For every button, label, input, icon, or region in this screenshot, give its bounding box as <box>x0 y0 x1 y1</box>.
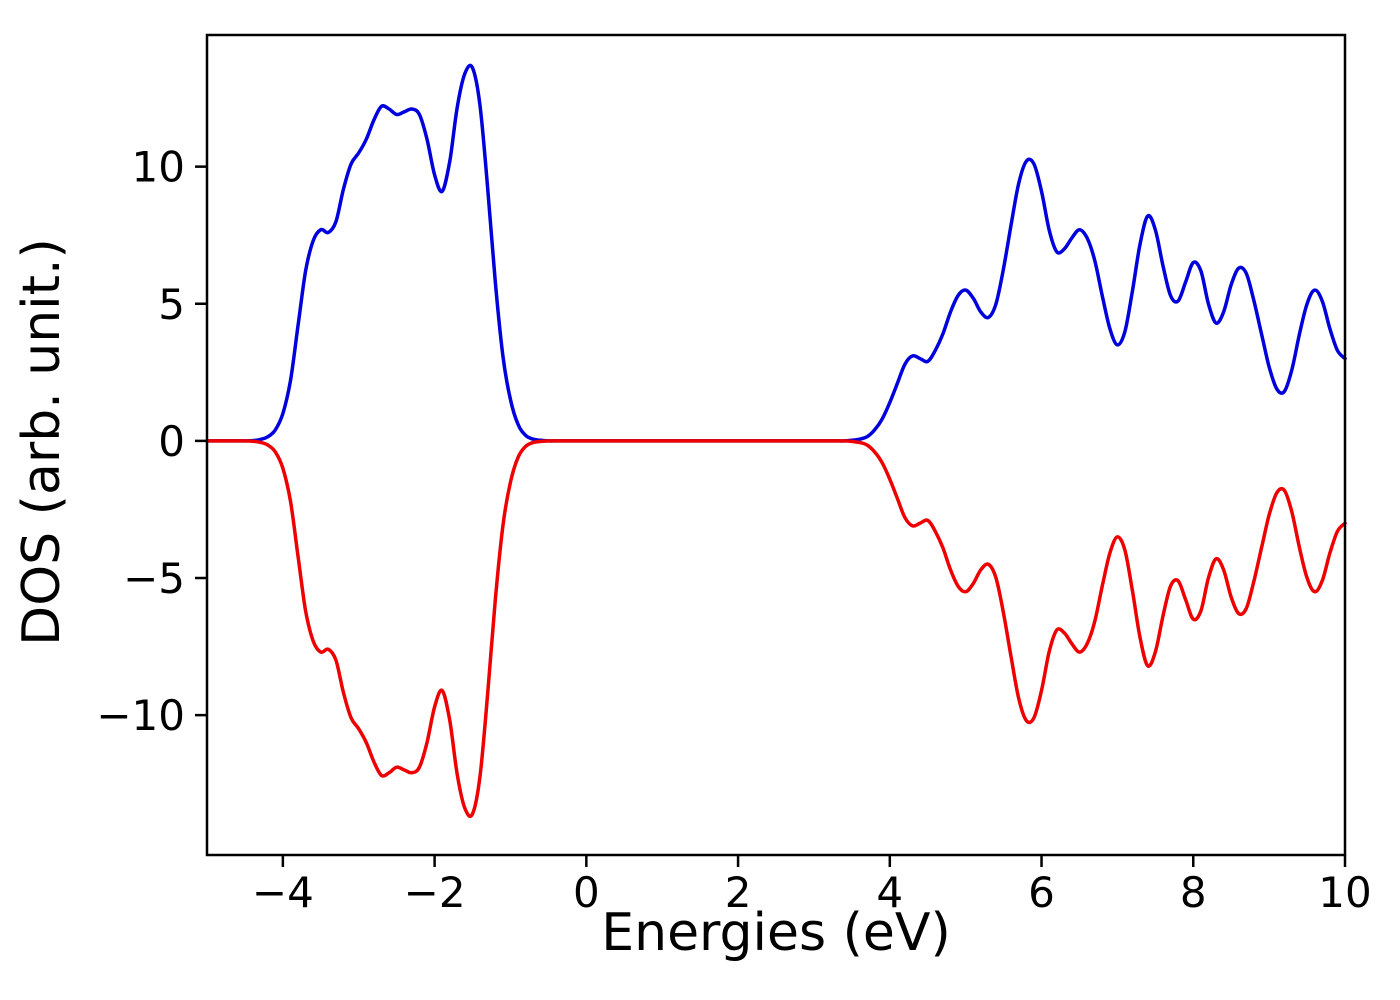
y-tick-label: −10 <box>96 691 185 740</box>
x-tick-label: 0 <box>573 868 600 917</box>
x-tick-label: 4 <box>876 868 903 917</box>
x-tick-label: 10 <box>1318 868 1371 917</box>
spin-down-curve <box>205 439 1347 818</box>
y-tick-label: −5 <box>123 554 185 603</box>
x-tick-label: −2 <box>404 868 466 917</box>
y-tick-label: 5 <box>158 280 185 329</box>
spin-up-curve <box>205 63 1347 443</box>
y-tick-label: 10 <box>132 143 185 192</box>
x-tick-label: 2 <box>725 868 752 917</box>
x-axis-label: Energies (eV) <box>601 903 951 963</box>
x-tick-label: −4 <box>252 868 314 917</box>
y-axis-label: DOS (arb. unit.) <box>12 238 72 646</box>
x-tick-label: 6 <box>1028 868 1055 917</box>
x-tick-label: 8 <box>1180 868 1207 917</box>
y-tick-label: 0 <box>158 417 185 466</box>
axes-frame <box>205 33 1347 857</box>
